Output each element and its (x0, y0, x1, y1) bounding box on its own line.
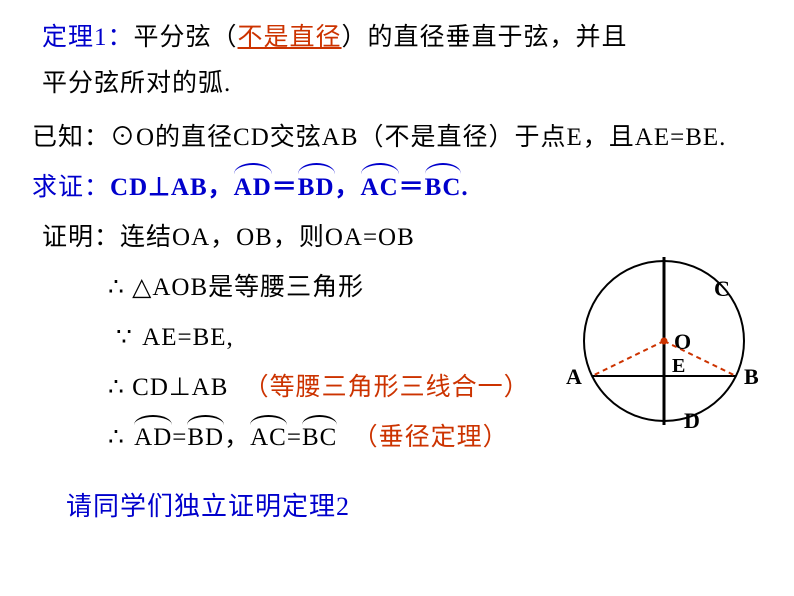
circle-diagram: C O E A B D (554, 248, 774, 448)
proof-label: 证明： (42, 224, 120, 251)
prove-eq2: ＝ (399, 174, 425, 201)
arc-bc: BC (425, 168, 462, 208)
theorem-label: 定理1： (42, 24, 134, 51)
label-e: E (672, 355, 685, 377)
theorem-part1: 平分弦（ (134, 24, 238, 51)
closing-line: 请同学们独立证明定理2 (66, 486, 758, 523)
proof-s4reason: （等腰三角形三线合一） (244, 374, 530, 401)
prove-eq1: ＝ (272, 174, 298, 201)
prove-p1: CD⊥AB， (110, 174, 234, 201)
proof-s5eq2: = (287, 424, 302, 451)
label-a: A (566, 364, 582, 389)
arc-bd: BD (298, 168, 335, 208)
label-c: C (714, 276, 730, 301)
arc-ad-2: AD (134, 418, 172, 458)
proof-s5eq1: = (172, 424, 187, 451)
prove-line: 求证：CD⊥AB，AD＝BD，AC＝BC. (32, 168, 758, 208)
theorem-part2: ）的直径垂直于弦，并且 (342, 24, 628, 51)
arc-bc-2: BC (302, 418, 337, 458)
proof-s1: 连结OA，OB，则OA=OB (120, 224, 415, 251)
prove-period: . (461, 174, 468, 201)
because-symbol: ∵ (116, 324, 133, 351)
proof-s5comma: ， (224, 424, 250, 451)
theorem-line2: 平分弦所对的弧. (42, 64, 758, 104)
label-b: B (744, 364, 759, 389)
proof-s5reason: （垂径定理） (353, 424, 509, 451)
arc-ac: AC (361, 168, 399, 208)
theorem-line1: 定理1：平分弦（不是直径）的直径垂直于弦，并且 (42, 18, 758, 58)
arc-ac-2: AC (250, 418, 287, 458)
proof-s5a: ∴ (108, 424, 125, 451)
arc-bd-2: BD (187, 418, 224, 458)
proof-s3b: AE=BE, (142, 324, 234, 351)
theorem-not-diameter: 不是直径 (238, 24, 342, 51)
arc-ad: AD (234, 168, 272, 208)
label-d: D (684, 408, 700, 433)
label-o: O (674, 329, 691, 354)
prove-comma: ， (335, 174, 361, 201)
proof-s4: ∴ CD⊥AB (108, 374, 228, 401)
given-line: 已知：⊙O的直径CD交弦AB（不是直径）于点E，且AE=BE. (32, 118, 758, 158)
prove-label: 求证： (32, 174, 110, 201)
